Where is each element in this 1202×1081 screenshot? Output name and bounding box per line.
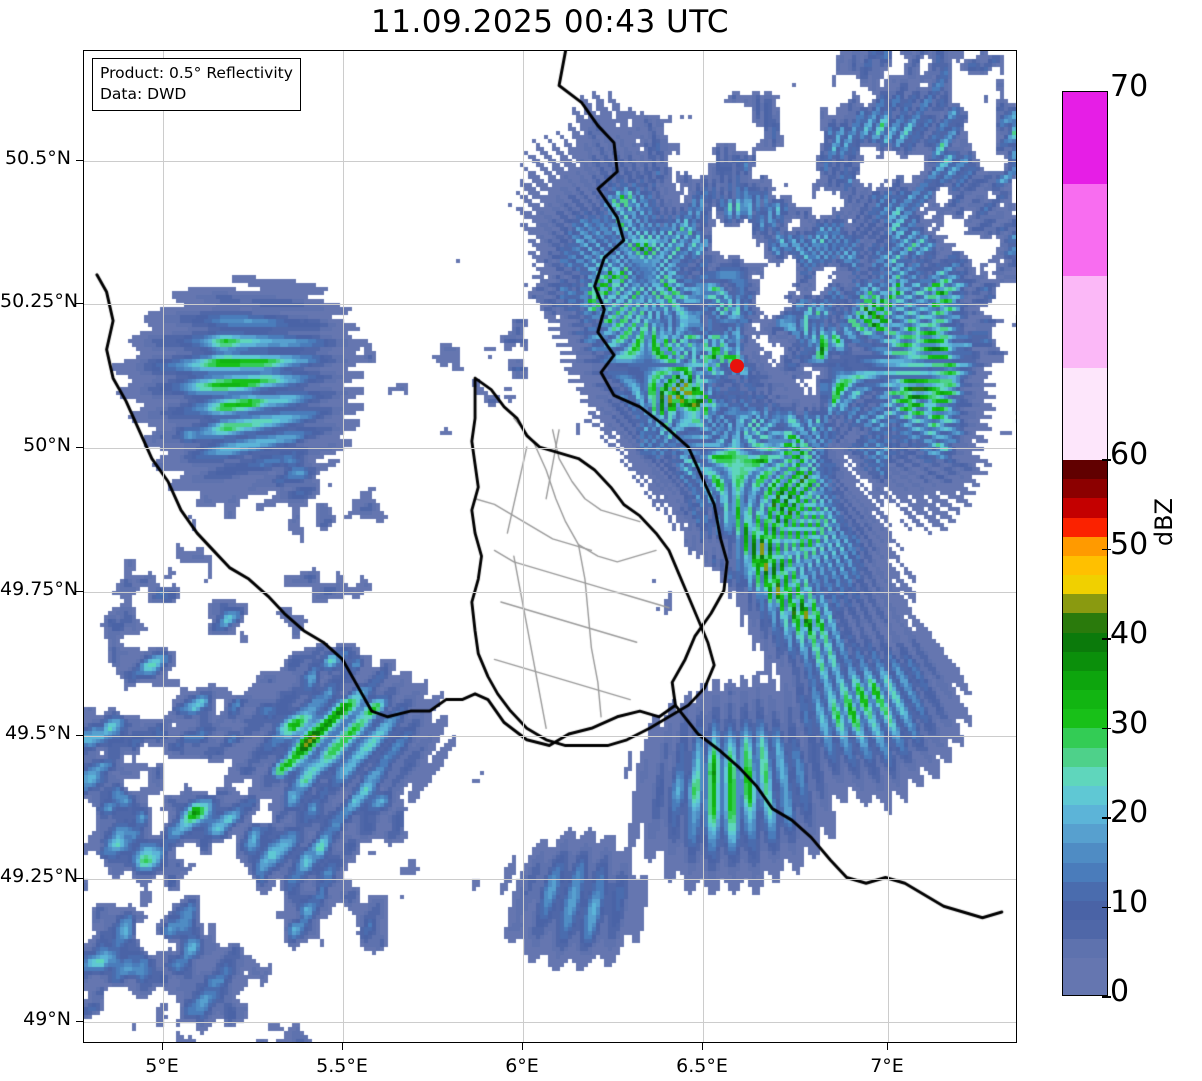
colorbar-band xyxy=(1063,881,1107,901)
ytick-mark xyxy=(76,160,83,161)
colorbar-tick-label-0: 70 xyxy=(1110,69,1149,104)
gridline-lat xyxy=(84,592,1016,593)
ytick-label-4: 49.5°N xyxy=(4,722,71,744)
colorbar-tick-mark xyxy=(1102,727,1111,730)
colorbar-band xyxy=(1063,805,1107,825)
colorbar-band xyxy=(1063,900,1107,921)
colorbar-band xyxy=(1063,536,1107,556)
colorbar-band xyxy=(1063,555,1107,576)
xtick-label-4: 7°E xyxy=(870,1055,904,1077)
gridline-lat xyxy=(84,736,1016,737)
colorbar-band xyxy=(1063,460,1107,480)
colorbar-band xyxy=(1063,479,1107,499)
xtick-label-0: 5°E xyxy=(145,1055,179,1077)
gridline-lat xyxy=(84,1022,1016,1023)
ytick-mark xyxy=(76,447,83,448)
product-label: Product: 0.5° Reflectivity xyxy=(100,64,293,82)
colorbar-band xyxy=(1063,368,1107,460)
gridline-lat xyxy=(84,161,1016,162)
colorbar-tick-label-5: 20 xyxy=(1110,795,1149,830)
colorbar-axis-label: dBZ xyxy=(1150,498,1178,547)
colorbar-band xyxy=(1063,670,1107,691)
gridline-lon xyxy=(163,51,164,1042)
gridline-lat xyxy=(84,304,1016,305)
ytick-label-6: 49°N xyxy=(23,1008,71,1030)
ytick-mark xyxy=(76,303,83,304)
colorbar-band xyxy=(1063,690,1107,710)
gridline-lon xyxy=(888,51,889,1042)
ytick-label-3: 49.75°N xyxy=(0,578,79,600)
colorbar-band xyxy=(1063,709,1107,729)
colorbar-band xyxy=(1063,958,1107,978)
colorbar-tick-mark xyxy=(1102,638,1111,640)
colorbar-band xyxy=(1063,651,1107,671)
colorbar-band xyxy=(1063,728,1107,748)
ytick-mark xyxy=(76,878,83,879)
ytick-label-2: 50°N xyxy=(23,434,71,456)
data-source-label: Data: DWD xyxy=(100,84,187,103)
colorbar-tick-label-4: 30 xyxy=(1110,705,1149,741)
colorbar-tick-label-3: 40 xyxy=(1110,616,1149,651)
colorbar-tick-mark xyxy=(1102,459,1111,461)
ytick-label-5: 49.25°N xyxy=(0,865,79,887)
colorbar-band xyxy=(1063,594,1107,614)
gridline-lat xyxy=(84,448,1016,449)
colorbar-tick-label-2: 50 xyxy=(1110,526,1149,562)
radar-plot-area[interactable] xyxy=(83,50,1017,1043)
colorbar-band xyxy=(1063,498,1107,518)
gridline-lon xyxy=(523,51,524,1042)
colorbar-band xyxy=(1063,920,1107,940)
colorbar-band xyxy=(1063,785,1107,806)
xtick-mark xyxy=(342,1043,343,1050)
colorbar-band xyxy=(1063,517,1107,537)
colorbar-band xyxy=(1063,184,1107,276)
colorbar-tick-mark xyxy=(1102,548,1111,551)
xtick-mark xyxy=(887,1043,888,1050)
ytick-mark xyxy=(76,1021,83,1022)
colorbar-tick-mark xyxy=(1102,817,1111,819)
reflectivity-colorbar[interactable] xyxy=(1062,91,1108,996)
xtick-mark xyxy=(522,1043,523,1050)
ytick-label-0: 50.5°N xyxy=(4,147,71,169)
page-title: 11.09.2025 00:43 UTC xyxy=(371,4,729,40)
colorbar-band xyxy=(1063,824,1107,844)
colorbar-band xyxy=(1063,92,1107,184)
colorbar-tick-label-6: 10 xyxy=(1110,884,1149,920)
xtick-mark xyxy=(162,1043,163,1050)
colorbar-tick-mark xyxy=(1102,996,1111,998)
xtick-label-2: 6°E xyxy=(505,1055,539,1077)
colorbar-band xyxy=(1063,862,1107,882)
gridline-lat xyxy=(84,879,1016,880)
colorbar-band xyxy=(1063,613,1107,633)
colorbar-band xyxy=(1063,632,1107,652)
gridline-lon xyxy=(703,51,704,1042)
colorbar-band xyxy=(1063,977,1107,995)
colorbar-tick-mark xyxy=(1102,906,1111,909)
colorbar-band xyxy=(1063,747,1107,767)
radar-site-marker[interactable] xyxy=(729,358,744,373)
map-boundaries-layer xyxy=(84,51,1016,1042)
colorbar-band xyxy=(1063,939,1107,959)
colorbar-tick-label-1: 60 xyxy=(1110,437,1149,472)
gridline-lon xyxy=(343,51,344,1042)
ytick-label-1: 50.25°N xyxy=(0,290,79,312)
xtick-label-3: 6.5°E xyxy=(676,1055,728,1077)
colorbar-band xyxy=(1063,575,1107,595)
xtick-mark xyxy=(702,1043,703,1050)
colorbar-tick-label-7: 0 xyxy=(1110,974,1130,1009)
colorbar-band xyxy=(1063,276,1107,368)
product-info-box: Product: 0.5° Reflectivity Data: DWD xyxy=(92,58,301,111)
colorbar-band xyxy=(1063,843,1107,863)
ytick-mark xyxy=(76,735,83,736)
xtick-label-1: 5.5°E xyxy=(316,1055,368,1077)
colorbar-band xyxy=(1063,766,1107,786)
ytick-mark xyxy=(76,591,83,592)
